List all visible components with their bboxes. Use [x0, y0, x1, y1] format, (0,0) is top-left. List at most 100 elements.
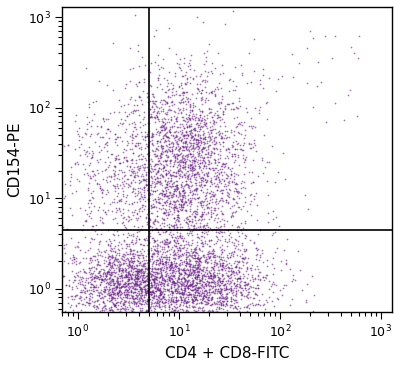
Point: [169, 290, 176, 296]
Point: [216, 71, 223, 77]
Point: [186, 298, 192, 304]
Point: [185, 146, 191, 152]
Point: [255, 286, 261, 291]
Point: [93, 302, 99, 308]
Point: [162, 288, 168, 294]
Point: [178, 150, 185, 156]
Point: [103, 273, 110, 279]
Point: [206, 250, 212, 256]
Point: [189, 299, 195, 305]
Point: [217, 262, 224, 268]
Point: [186, 124, 192, 130]
Point: [116, 167, 123, 173]
Point: [169, 308, 176, 314]
Point: [167, 184, 174, 190]
Point: [75, 280, 81, 286]
Point: [141, 121, 148, 127]
Point: [152, 265, 159, 271]
Point: [130, 272, 136, 278]
X-axis label: CD4 + CD8-FITC: CD4 + CD8-FITC: [165, 346, 290, 361]
Point: [168, 295, 174, 301]
Point: [95, 246, 102, 252]
Point: [149, 254, 156, 260]
Point: [137, 284, 143, 290]
Point: [143, 171, 149, 177]
Point: [133, 157, 140, 163]
Point: [256, 269, 263, 275]
Point: [169, 92, 175, 98]
Point: [218, 301, 224, 307]
Point: [127, 163, 133, 169]
Point: [118, 296, 124, 301]
Point: [160, 293, 166, 298]
Point: [190, 75, 196, 81]
Point: [142, 161, 148, 167]
Point: [156, 160, 163, 166]
Point: [100, 266, 106, 272]
Point: [127, 262, 133, 268]
Point: [202, 301, 208, 307]
Point: [198, 226, 204, 232]
Point: [94, 298, 101, 304]
Point: [86, 119, 92, 125]
Point: [100, 271, 106, 277]
Point: [205, 173, 211, 179]
Point: [168, 264, 174, 270]
Point: [118, 274, 125, 280]
Point: [157, 281, 163, 287]
Point: [184, 220, 190, 226]
Point: [68, 286, 75, 292]
Point: [87, 270, 93, 276]
Point: [184, 285, 191, 291]
Point: [188, 134, 194, 140]
Point: [98, 276, 104, 282]
Point: [143, 290, 150, 296]
Point: [94, 250, 101, 256]
Point: [119, 268, 125, 273]
Point: [64, 294, 71, 300]
Point: [187, 137, 193, 143]
Point: [163, 125, 170, 131]
Point: [170, 163, 176, 169]
Point: [218, 133, 224, 139]
Point: [183, 181, 190, 187]
Point: [82, 208, 88, 213]
Point: [190, 269, 197, 275]
Point: [197, 199, 204, 205]
Point: [154, 270, 161, 276]
Point: [231, 269, 238, 275]
Point: [160, 277, 166, 283]
Point: [130, 293, 136, 298]
Point: [198, 97, 204, 103]
Point: [234, 278, 240, 284]
Point: [127, 133, 134, 139]
Point: [156, 105, 163, 111]
Point: [132, 271, 138, 277]
Point: [192, 287, 199, 293]
Point: [138, 186, 145, 192]
Point: [106, 236, 112, 242]
Point: [81, 166, 88, 172]
Point: [172, 219, 178, 225]
Point: [205, 281, 211, 287]
Point: [161, 229, 168, 234]
Point: [139, 156, 145, 162]
Point: [175, 297, 182, 303]
Point: [192, 274, 198, 280]
Point: [141, 269, 147, 275]
Point: [175, 136, 181, 142]
Point: [159, 280, 166, 286]
Point: [189, 284, 196, 290]
Point: [166, 86, 172, 92]
Point: [230, 202, 237, 208]
Point: [99, 307, 105, 313]
Point: [148, 304, 154, 309]
Point: [114, 279, 121, 285]
Point: [173, 298, 179, 304]
Point: [173, 193, 179, 199]
Point: [118, 273, 124, 279]
Point: [204, 290, 210, 296]
Point: [150, 279, 157, 284]
Point: [219, 242, 226, 248]
Point: [97, 217, 104, 223]
